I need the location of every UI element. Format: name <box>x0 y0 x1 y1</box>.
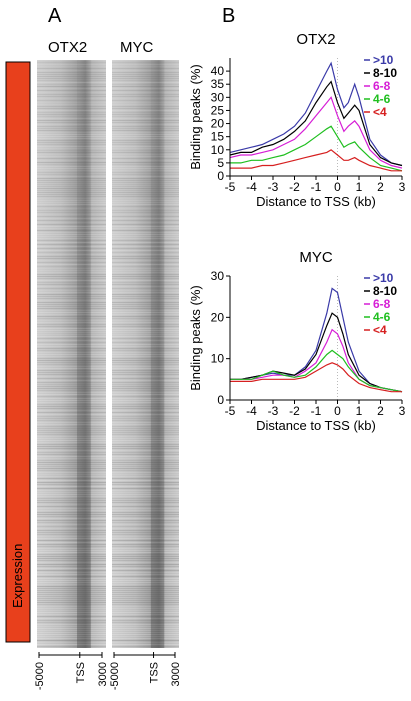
otx2-y-tick-label: 0 <box>217 169 224 183</box>
myc-heatmap-title: MYC <box>120 39 154 56</box>
otx2-y-axis-label: Binding peaks (%) <box>188 64 203 170</box>
otx2-y-tick-label: 30 <box>211 90 225 104</box>
myc-heatmap-tick-label: -5000 <box>109 662 121 690</box>
myc-heatmap-tick-label: 3000 <box>170 662 182 686</box>
otx2-x-tick-label: -1 <box>311 180 322 194</box>
myc-x-tick-label: -2 <box>289 404 300 418</box>
otx2-legend-label-5: <4 <box>373 105 387 119</box>
myc-series-3 <box>230 328 403 393</box>
myc-x-tick-label: 2 <box>377 404 384 418</box>
otx2-y-tick-label: 5 <box>217 156 224 170</box>
otx2-heatmap-background <box>37 60 106 648</box>
otx2-x-tick-label: -2 <box>289 180 300 194</box>
otx2-series-5 <box>230 149 402 172</box>
myc-heatmap <box>112 60 179 648</box>
otx2-y-tick-label: 25 <box>211 103 225 117</box>
myc-x-tick-label: 1 <box>356 404 363 418</box>
myc-y-tick-label: 20 <box>211 310 225 324</box>
myc-x-axis-label: Distance to TSS (kb) <box>256 418 376 433</box>
panel-a-label: A <box>48 5 62 27</box>
myc-y-tick-label: 30 <box>211 269 225 283</box>
otx2-legend-label-3: 6-8 <box>373 79 391 93</box>
otx2-y-tick-label: 15 <box>211 130 225 144</box>
otx2-x-tick-label: -4 <box>246 180 257 194</box>
myc-heatmap-tick-label: TSS <box>149 662 161 683</box>
otx2-heatmap-tick-label: TSS <box>75 662 87 683</box>
otx2-profile-chart: OTX2-5 -4 -3 -2 -1 0 1 2 30510152025303540Distan… <box>188 31 406 209</box>
otx2-legend-label-1: >10 <box>373 53 394 67</box>
otx2-series-2 <box>229 80 403 167</box>
myc-x-tick-label: 0 <box>334 404 341 418</box>
otx2-series-1 <box>229 61 403 167</box>
otx2-x-tick-label: 1 <box>356 180 363 194</box>
otx2-x-tick-label: 3 <box>399 180 406 194</box>
myc-y-axis-label: Binding peaks (%) <box>188 285 203 391</box>
myc-legend-label-3: 6-8 <box>373 297 391 311</box>
myc-legend-label-4: 4-6 <box>373 310 391 324</box>
otx2-series-4 <box>230 125 403 172</box>
myc-y-tick-label: 10 <box>211 352 225 366</box>
otx2-heatmap <box>37 60 106 648</box>
myc-series-5 <box>230 362 402 393</box>
myc-x-tick-label: -1 <box>311 404 322 418</box>
otx2-x-tick-label: 2 <box>377 180 384 194</box>
myc-x-tick-label: -5 <box>225 404 236 418</box>
otx2-x-axis-label: Distance to TSS (kb) <box>256 194 376 209</box>
myc-x-tick-label: -3 <box>268 404 279 418</box>
panel-b-label: B <box>222 5 235 27</box>
otx2-x-tick-label: -5 <box>225 180 236 194</box>
myc-chart-title: MYC <box>299 249 333 266</box>
otx2-y-tick-label: 20 <box>211 117 225 131</box>
otx2-heatmap-tick-label: 3000 <box>97 662 109 686</box>
myc-legend-label-1: >10 <box>373 271 394 285</box>
myc-heatmap-background <box>112 60 179 648</box>
expression-triangle <box>5 61 31 643</box>
myc-x-tick-label: 3 <box>399 404 406 418</box>
otx2-series-3 <box>229 96 403 169</box>
otx2-y-tick-label: 10 <box>211 143 225 157</box>
otx2-chart-title: OTX2 <box>296 31 335 48</box>
otx2-heatmap-title: OTX2 <box>48 39 87 56</box>
otx2-x-tick-label: 0 <box>334 180 341 194</box>
otx2-y-tick-label: 40 <box>211 64 225 78</box>
myc-series-4 <box>230 349 403 393</box>
myc-x-tick-label: -4 <box>246 404 257 418</box>
otx2-legend-label-2: 8-10 <box>373 66 397 80</box>
heatmap-axes: -5000 TSS 3000 -5000 TSS 3000 <box>34 652 182 690</box>
myc-legend-label-5: <4 <box>373 323 387 337</box>
otx2-x-tick-label: -3 <box>268 180 279 194</box>
otx2-heatmap-tick-label: -5000 <box>34 662 46 690</box>
myc-legend-label-2: 8-10 <box>373 284 397 298</box>
otx2-legend-label-4: 4-6 <box>373 92 391 106</box>
expression-label: Expression <box>10 544 25 608</box>
otx2-y-tick-label: 35 <box>211 77 225 91</box>
myc-y-tick-label: 0 <box>217 393 224 407</box>
